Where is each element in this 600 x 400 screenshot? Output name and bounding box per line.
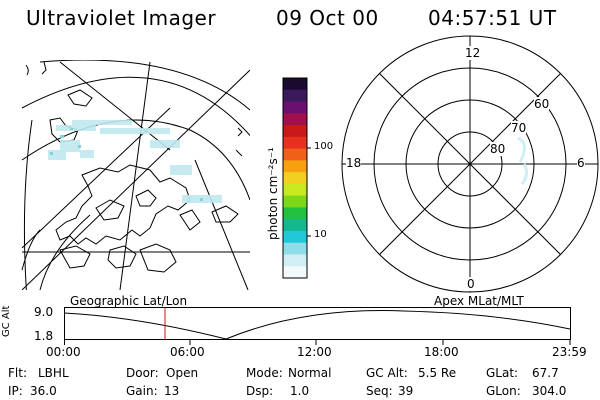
colorbar-segment [283,242,307,255]
colorbar-segment [283,254,307,267]
mode-value: Normal [288,366,332,380]
glat-label: GLat: [486,366,519,380]
colorbar-label: photon cm⁻²s⁻¹ [266,147,280,240]
colorbar-segment [283,207,307,220]
altitude-plot [63,307,571,345]
mlt-label-0: 0 [467,277,475,291]
polar-mlt-plot [341,35,599,293]
seq-label: Seq: [366,384,393,398]
alt-xtick-2359: 23:59 [552,345,587,359]
alt-xtick-1200: 12:00 [297,345,332,359]
colorbar-segment [283,136,307,150]
left-panel-caption: Geographic Lat/Lon [70,294,188,308]
gain-value: 13 [164,384,180,398]
mlt-label-18: 18 [346,156,362,170]
right-panel-caption: Apex MLat/MLT [434,294,524,308]
flt-label: Flt: [8,366,27,380]
alt-plot-ylabel: GC Alt [1,305,12,337]
gain-label: Gain: [126,384,158,398]
app-title: Ultraviolet Imager [26,6,217,30]
mlat-label-60: 60 [534,97,550,111]
glon-label: GLon: [486,384,521,398]
ip-label: IP: [8,384,23,398]
colorbar-segment [283,113,307,126]
ip-value: 36.0 [30,384,57,398]
alt-ytick-high: 9.0 [34,305,54,319]
door-value: Open [166,366,199,380]
flt-value: LBHL [38,366,69,380]
colorbar-tick-10: 10 [314,229,327,240]
gcalt-value: 5.5 Re [418,366,457,380]
colorbar-segment [283,125,307,138]
alt-xtick-0000: 00:00 [46,345,81,359]
colorbar-tick-100: 100 [314,141,334,152]
colorbar-segment [283,148,307,161]
image-time: 04:57:51 UT [428,6,557,30]
colorbar-segment [283,78,307,91]
alt-xtick-1800: 18:00 [424,345,459,359]
mlt-label-12: 12 [465,46,481,60]
colorbar-segment [283,219,307,232]
alt-ytick-low: 1.8 [34,329,54,343]
glat-value: 67.7 [532,366,559,380]
colorbar-segment [283,101,307,114]
mlat-label-80: 80 [490,142,506,156]
mlat-label-70: 70 [511,121,527,135]
door-label: Door: [126,366,159,380]
colorbar-segment [283,172,307,185]
dsp-value: 1.0 [290,384,310,398]
seq-value: 39 [398,384,414,398]
colorbar-segment [283,160,307,173]
colorbar-segment [283,266,307,279]
alt-xtick-0600: 06:00 [170,345,205,359]
mode-label: Mode: [246,366,283,380]
colorbar [282,77,311,279]
colorbar-segment [283,183,307,197]
colorbar-segment [283,89,307,103]
glon-value: 304.0 [532,384,567,398]
colorbar-segment [283,195,307,208]
gcalt-label: GC Alt: [366,366,408,380]
image-date: 09 Oct 00 [276,6,379,30]
colorbar-segment [283,230,307,244]
mlt-label-6: 6 [577,156,585,170]
dsp-label: Dsp: [246,384,274,398]
